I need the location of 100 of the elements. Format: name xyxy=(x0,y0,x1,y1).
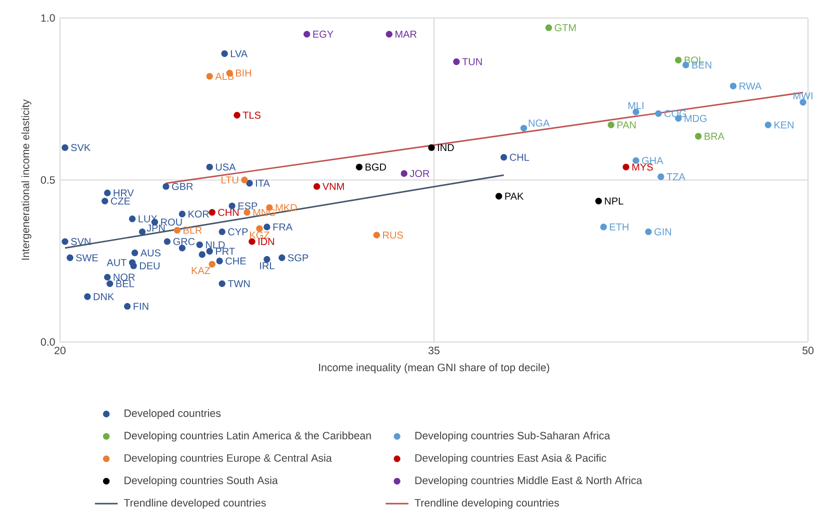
annotation: PAN xyxy=(617,121,636,128)
annotation: NGA xyxy=(528,119,550,127)
point xyxy=(124,303,131,310)
annotation: ESP xyxy=(238,202,258,210)
legend-label: Developing countries Latin America & the Caribbean xyxy=(124,432,371,442)
annotation: CHN xyxy=(218,208,239,216)
annotation: GIN xyxy=(654,228,671,236)
y-tick-label: 1.0 xyxy=(41,14,55,22)
annotation: MKD xyxy=(276,204,297,211)
annotation: KGZ xyxy=(250,232,270,239)
annotation: CHE xyxy=(226,257,246,265)
point xyxy=(234,112,240,119)
annotation: BEN xyxy=(692,62,712,68)
annotation: TZA xyxy=(666,173,686,180)
annotation: TUN xyxy=(462,58,482,66)
point xyxy=(428,144,435,151)
annotation: NOR xyxy=(114,274,135,281)
annotation: MNG xyxy=(253,208,276,216)
annotation: BGD xyxy=(366,163,386,171)
point xyxy=(632,157,640,164)
legend-label: Trendline developing countries xyxy=(414,498,559,509)
annotation: SVK xyxy=(71,144,90,152)
point xyxy=(128,216,136,222)
point xyxy=(218,280,226,288)
point xyxy=(373,232,380,238)
legend-label: Developing countries Europe & Central Asia xyxy=(124,454,332,464)
legend-label: Developing countries Middle East & North Africa xyxy=(415,476,642,486)
annotation: HRV xyxy=(114,190,134,196)
annotation: IND xyxy=(438,144,454,152)
point xyxy=(130,262,137,270)
point xyxy=(632,108,640,116)
point xyxy=(174,226,181,234)
point xyxy=(84,293,91,300)
annotation: BRA xyxy=(704,132,724,140)
annotation: USA xyxy=(216,163,236,171)
x-tick-label: 20 xyxy=(54,346,66,354)
y-tick-label: 0.5 xyxy=(40,176,55,184)
point xyxy=(764,122,772,128)
annotation: SVN xyxy=(71,238,90,246)
point xyxy=(658,173,664,180)
point xyxy=(313,183,320,190)
point xyxy=(206,164,213,170)
x-tick-label: 50 xyxy=(802,346,814,354)
point xyxy=(304,30,310,38)
y-tick-label: 0.0 xyxy=(40,338,55,346)
annotation: KAZ xyxy=(192,267,210,274)
point xyxy=(386,30,392,38)
point xyxy=(102,198,108,204)
annotation: SWE xyxy=(76,254,98,262)
annotation: MLI xyxy=(628,102,644,110)
annotation: PRT xyxy=(216,248,235,255)
point xyxy=(520,124,528,132)
point xyxy=(216,258,223,264)
annotation: DEU xyxy=(140,262,160,270)
annotation: IDN xyxy=(258,238,274,245)
annotation: NLD xyxy=(206,241,225,248)
point xyxy=(162,183,170,190)
annotation: TWN xyxy=(228,280,250,288)
point xyxy=(62,238,68,245)
annotation: RWA xyxy=(740,82,762,90)
point xyxy=(645,228,652,236)
point xyxy=(675,56,682,64)
annotation: CHL xyxy=(510,154,530,161)
point xyxy=(278,254,286,262)
annotation: FIN xyxy=(134,302,148,310)
point xyxy=(178,210,186,218)
annotation: IRL xyxy=(260,262,274,270)
annotation: FRA xyxy=(273,224,293,230)
annotation: ROU xyxy=(161,218,182,226)
point xyxy=(208,260,216,268)
point xyxy=(600,224,607,230)
point xyxy=(66,254,74,262)
legend-label: Developed countries xyxy=(124,409,221,420)
point xyxy=(106,280,114,288)
legend-label: Developing countries Sub-Saharan Africa xyxy=(415,432,610,442)
annotation: GRC xyxy=(173,238,195,246)
point xyxy=(206,72,213,80)
y-axis-title: Intergenerational income elasticity xyxy=(21,99,32,260)
point xyxy=(400,170,408,177)
point xyxy=(356,164,363,170)
x-axis-title: Income inequality (mean GNI share of top decile) xyxy=(319,363,550,374)
point xyxy=(246,180,253,187)
annotation: MYS xyxy=(632,163,653,171)
annotation: BLR xyxy=(184,226,202,234)
point xyxy=(198,251,206,258)
annotation: ITA xyxy=(256,180,270,187)
legend-label: Trendline developed countries xyxy=(124,498,266,509)
point xyxy=(138,228,146,236)
annotation: GHA xyxy=(642,157,664,164)
point xyxy=(164,238,171,245)
point xyxy=(244,209,250,216)
annotation: CZE xyxy=(110,198,130,205)
annotation: EGY xyxy=(313,30,334,38)
annotation: PAK xyxy=(505,192,524,200)
annotation: AUS xyxy=(140,249,161,256)
point xyxy=(608,122,614,128)
annotation: MAR xyxy=(396,30,416,38)
annotation: BIH xyxy=(236,70,252,77)
annotation: JOR xyxy=(410,170,430,178)
point xyxy=(104,190,111,196)
